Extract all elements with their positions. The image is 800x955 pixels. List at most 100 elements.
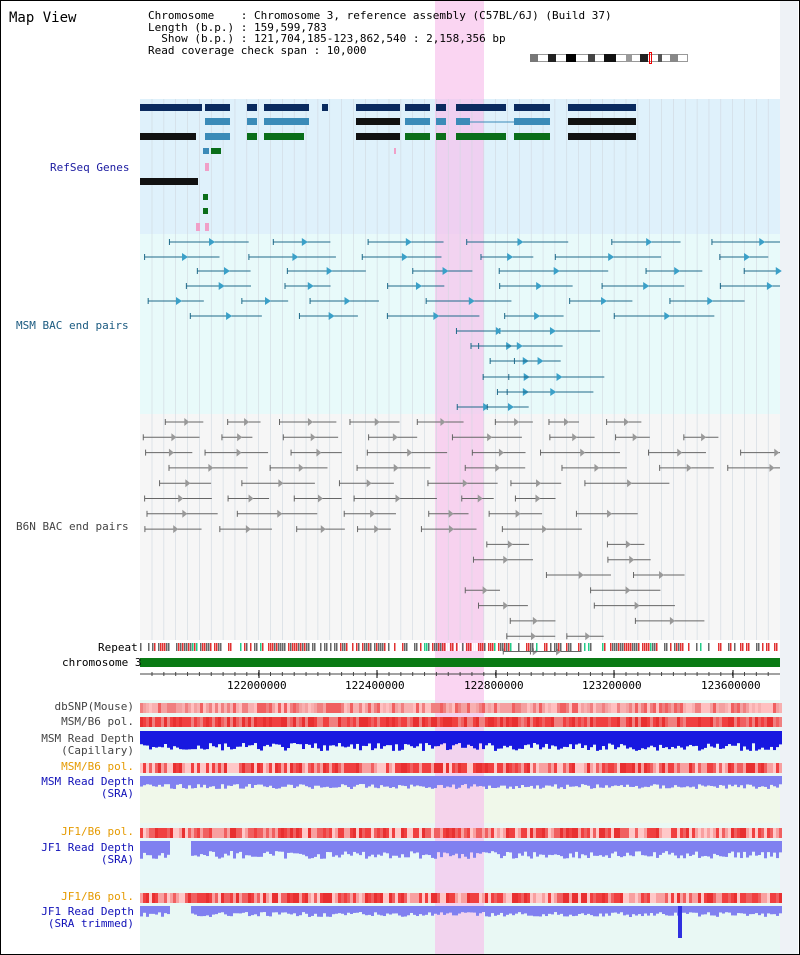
msm-pol-cell xyxy=(401,717,404,727)
msm-pol2-cell xyxy=(209,763,212,773)
label-jf1-b6-pol-2[interactable]: JF1/B6 pol. xyxy=(61,890,134,903)
repeat-element xyxy=(738,643,740,651)
msm-bac-arrow xyxy=(405,238,412,246)
dbsnp-cell xyxy=(593,703,596,713)
jf1-pol2-cell xyxy=(281,893,284,903)
label-msm-depth-cap[interactable]: MSM Read Depth (Capillary) xyxy=(41,733,134,757)
dbsnp-cell xyxy=(389,703,392,713)
msm-pol2-cell xyxy=(173,763,176,773)
repeat-element xyxy=(724,643,726,651)
jf1-depth-trim-bar xyxy=(668,906,671,916)
repeat-element xyxy=(450,643,452,651)
jf1-pol2-cell xyxy=(344,893,347,903)
jf1-depth-sra-bar xyxy=(572,841,575,858)
label-jf1-b6-pol[interactable]: JF1/B6 pol. xyxy=(61,825,134,838)
label-chromosome[interactable]: chromosome 3 xyxy=(62,656,142,669)
msm-pol-cell xyxy=(245,717,248,727)
msm-depth-sra-bar xyxy=(455,776,458,789)
jf1-pol-cell xyxy=(677,828,680,838)
msm-pol2-cell xyxy=(425,763,428,773)
label-jf1-depth-trim[interactable]: JF1 Read Depth (SRA trimmed) xyxy=(41,906,134,930)
refseq-gene-block xyxy=(205,104,230,111)
jf1-depth-sra-bar xyxy=(773,841,776,853)
label-msm-depth-sra[interactable]: MSM Read Depth (SRA) xyxy=(41,776,134,800)
repeat-element xyxy=(482,643,484,651)
jf1-pol-cell xyxy=(260,828,263,838)
msm-depth-sra-bar xyxy=(158,776,161,785)
b6n-bac-arrow xyxy=(769,463,775,472)
msm-pol2-cell xyxy=(773,763,776,773)
dbsnp-cell xyxy=(365,703,368,713)
repeat-element xyxy=(352,643,354,651)
msm-depth-sra-bar xyxy=(725,776,728,789)
jf1-depth-trim-bar xyxy=(341,906,344,914)
highlight-region[interactable] xyxy=(435,0,484,955)
msm-depth-cap-bar xyxy=(332,731,335,746)
jf1-pol-cell xyxy=(554,828,557,838)
repeat-element xyxy=(396,643,398,651)
msm-pol2-cell xyxy=(233,763,236,773)
label-repeat[interactable]: Repeat xyxy=(98,641,138,654)
msm-depth-sra-bar xyxy=(242,776,245,789)
jf1-pol2-cell xyxy=(596,893,599,903)
label-jf1-depth-sra[interactable]: JF1 Read Depth (SRA) xyxy=(41,842,134,866)
label-msm-bac[interactable]: MSM BAC end pairs xyxy=(16,319,129,332)
msm-depth-cap-bar xyxy=(464,731,467,748)
jf1-depth-sra-bar xyxy=(263,841,266,854)
jf1-depth-trim-bar xyxy=(392,906,395,914)
msm-pol-cell xyxy=(551,717,554,727)
label-b6n-bac[interactable]: B6N BAC end pairs xyxy=(16,520,129,533)
repeat-element xyxy=(418,643,420,651)
jf1-pol-cell xyxy=(455,828,458,838)
jf1-depth-trim-bar xyxy=(488,906,491,917)
msm-bac-arrow xyxy=(608,253,615,261)
label-dbsnp[interactable]: dbSNP(Mouse) xyxy=(54,700,134,713)
msm-depth-sra-bar xyxy=(389,776,392,788)
jf1-depth-trim-bar xyxy=(308,906,311,917)
msm-pol2-cell xyxy=(395,763,398,773)
repeat-element xyxy=(284,643,286,651)
b6n-bac-arrow xyxy=(625,540,631,549)
msm-pol-cell xyxy=(368,717,371,727)
repeat-element xyxy=(148,643,150,651)
msm-pol2-cell xyxy=(449,763,452,773)
jf1-pol-cell xyxy=(437,828,440,838)
msm-pol-cell xyxy=(638,717,641,727)
label-msm-b6-pol[interactable]: MSM/B6 pol. xyxy=(61,715,134,728)
msm-pol-cell xyxy=(308,717,311,727)
jf1-pol-cell xyxy=(311,828,314,838)
jf1-pol2-cell xyxy=(347,893,350,903)
msm-depth-sra-bar xyxy=(212,776,215,787)
refseq-gene-block xyxy=(264,133,304,140)
jf1-pol-cell xyxy=(473,828,476,838)
msm-pol2-cell xyxy=(515,763,518,773)
dbsnp-cell xyxy=(239,703,242,713)
msm-pol-cell xyxy=(596,717,599,727)
label-refseq-genes[interactable]: RefSeq Genes xyxy=(50,161,130,174)
msm-pol-cell xyxy=(587,717,590,727)
msm-pol2-cell xyxy=(545,763,548,773)
msm-depth-cap-bar xyxy=(557,731,560,750)
dbsnp-cell xyxy=(695,703,698,713)
chromosome-ideogram[interactable] xyxy=(530,52,688,64)
jf1-depth-sra-bar xyxy=(743,841,746,852)
dbsnp-cell xyxy=(746,703,749,713)
dbsnp-cell xyxy=(197,703,200,713)
msm-pol2-cell xyxy=(497,763,500,773)
jf1-pol-cell xyxy=(650,828,653,838)
jf1-pol-cell xyxy=(494,828,497,838)
jf1-depth-sra-bar xyxy=(722,841,725,857)
msm-pol-cell xyxy=(413,717,416,727)
jf1-pol-cell xyxy=(665,828,668,838)
b6n-bac-arrow xyxy=(580,448,586,457)
label-msm-b6-pol-2[interactable]: MSM/B6 pol. xyxy=(61,760,134,773)
jf1-depth-sra-bar xyxy=(422,841,425,856)
jf1-pol-cell xyxy=(410,828,413,838)
repeat-element xyxy=(530,643,532,651)
msm-depth-cap-bar xyxy=(671,731,674,747)
dbsnp-cell xyxy=(272,703,275,713)
jf1-depth-sra-bar xyxy=(257,841,260,857)
repeat-element xyxy=(334,643,336,651)
